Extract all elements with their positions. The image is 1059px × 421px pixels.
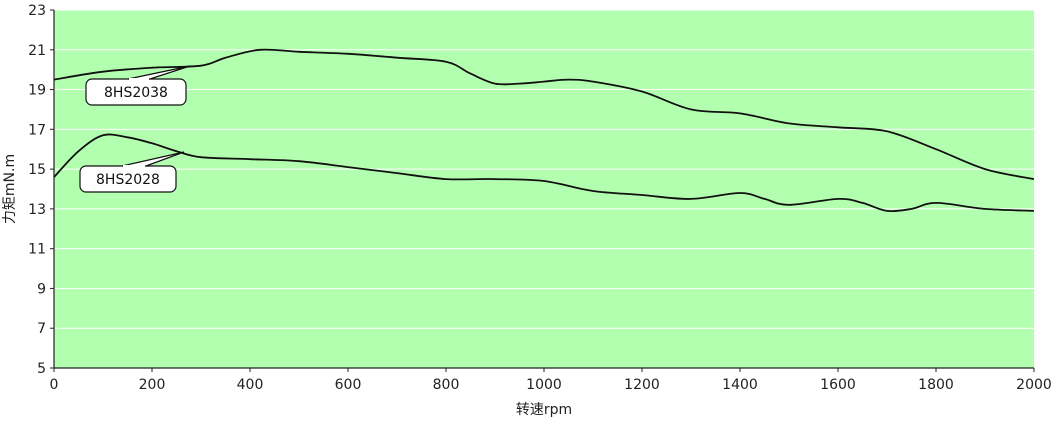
callout-8hs2028: 8HS2028 xyxy=(79,151,185,193)
tick-labels: 5 7 9 11 13 15 17 19 21 23 0 200 400 600 800 1000 1200 14… xyxy=(28,3,1052,393)
x-tick-label: 800 xyxy=(433,377,460,393)
x-tick-label: 1200 xyxy=(624,377,660,393)
x-tick-label: 1400 xyxy=(722,377,758,393)
series-callouts: 8HS2038 8HS2028 xyxy=(79,65,191,193)
callout-label: 8HS2028 xyxy=(96,172,160,188)
x-tick-label: 1000 xyxy=(526,377,562,393)
series-lines xyxy=(53,48,1035,213)
y-tick-label: 5 xyxy=(37,361,46,377)
x-tick-label: 1800 xyxy=(918,377,954,393)
y-tick-label: 23 xyxy=(28,3,46,19)
x-tick-label: 2000 xyxy=(1016,377,1052,393)
y-tick-label: 7 xyxy=(37,321,46,337)
y-tick-label: 13 xyxy=(28,202,46,218)
callout-8hs2038: 8HS2038 xyxy=(85,65,191,106)
series-line-8hs2028 xyxy=(53,133,1035,213)
x-tick-label: 1600 xyxy=(820,377,856,393)
x-axis-title: 转速rpm xyxy=(516,402,572,418)
x-tick-label: 600 xyxy=(335,377,362,393)
plot-area xyxy=(54,10,1034,368)
series-line-8hs2038 xyxy=(53,48,1035,180)
y-tick-label: 17 xyxy=(28,122,46,138)
y-tick-label: 21 xyxy=(28,43,46,59)
x-tick-label: 200 xyxy=(139,377,166,393)
y-axis-title: 力矩mN.m xyxy=(2,154,18,224)
callout-label: 8HS2038 xyxy=(104,85,168,101)
y-tick-label: 15 xyxy=(28,162,46,178)
x-tick-label: 400 xyxy=(237,377,264,393)
y-tick-label: 19 xyxy=(28,83,46,99)
y-tick-label: 11 xyxy=(28,242,46,258)
y-tick-label: 9 xyxy=(37,281,46,297)
x-tick-label: 0 xyxy=(50,377,59,393)
grid-lines xyxy=(54,9,1034,329)
